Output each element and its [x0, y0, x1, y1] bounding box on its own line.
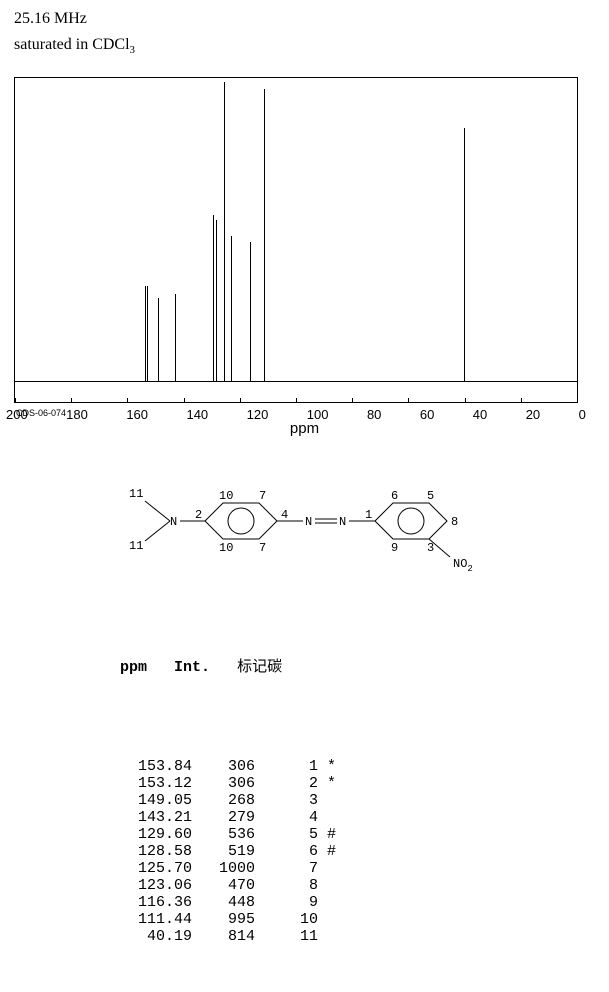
table-row: 111.44 995 10 — [120, 911, 609, 928]
x-axis-row: CDS-06-074 ppm — [14, 408, 595, 437]
tick — [184, 398, 185, 403]
peak — [231, 236, 232, 382]
tick — [296, 398, 297, 403]
lbl-6: 6 — [391, 489, 398, 503]
table-row: 116.36 448 9 — [120, 894, 609, 911]
table-row: 123.06 470 8 — [120, 877, 609, 894]
molecule-structure: 11 11 N 2 10 10 7 7 4 N N 1 6 5 9 8 3 NO… — [115, 461, 495, 611]
spectrum-plot-area — [14, 77, 578, 403]
frequency-line: 25.16 MHz — [14, 6, 595, 32]
peak — [464, 128, 465, 382]
table-row: 125.70 1000 7 — [120, 860, 609, 877]
lbl-10b: 10 — [219, 541, 233, 555]
tick — [240, 398, 241, 403]
table-row: 153.12 306 2 * — [120, 775, 609, 792]
sample-id: CDS-06-074 — [16, 408, 595, 418]
peak — [175, 294, 176, 382]
lbl-2: 2 — [195, 508, 202, 522]
tick — [577, 398, 578, 403]
table-row: 129.60 536 5 # — [120, 826, 609, 843]
lbl-9: 9 — [391, 541, 398, 555]
lbl-3: 3 — [427, 541, 434, 555]
lbl-11a: 11 — [129, 487, 143, 501]
table-row: 149.05 268 3 — [120, 792, 609, 809]
lbl-5: 5 — [427, 489, 434, 503]
lbl-4: 4 — [281, 508, 288, 522]
lbl-1: 1 — [365, 508, 372, 522]
peak — [147, 286, 148, 382]
tick — [465, 398, 466, 403]
lbl-10a: 10 — [219, 489, 233, 503]
lbl-7b: 7 — [259, 541, 266, 555]
peak — [224, 82, 225, 382]
solvent-line: saturated in CDCl3 — [14, 32, 595, 60]
x-axis-label: ppm — [14, 420, 595, 437]
peak — [216, 220, 217, 382]
lbl-7a: 7 — [259, 489, 266, 503]
peak — [264, 89, 265, 382]
tick — [71, 398, 72, 403]
lbl-NO2: NO2 — [453, 557, 473, 574]
table-row: 128.58 519 6 # — [120, 843, 609, 860]
table-row: 143.21 279 4 — [120, 809, 609, 826]
lbl-N-left: N — [170, 515, 177, 529]
peak-table: ppm Int. 标记碳 153.84 306 1 * 153.12 306 2… — [120, 621, 609, 962]
table-header-row: ppm Int. 标记碳 — [120, 655, 609, 676]
lbl-11b: 11 — [129, 539, 143, 553]
tick — [521, 398, 522, 403]
peak — [145, 286, 146, 382]
baseline — [15, 381, 577, 382]
lbl-8: 8 — [451, 515, 458, 529]
header-block: 25.16 MHz saturated in CDCl3 — [0, 0, 609, 59]
tick — [352, 398, 353, 403]
peak — [158, 298, 159, 382]
lbl-N2: N — [339, 515, 346, 529]
peak — [250, 242, 251, 382]
table-body: 153.84 306 1 * 153.12 306 2 * 149.05 268… — [120, 758, 609, 945]
tick — [408, 398, 409, 403]
lbl-N1: N — [305, 515, 312, 529]
table-row: 40.19 814 11 — [120, 928, 609, 945]
table-row: 153.84 306 1 * — [120, 758, 609, 775]
peak — [213, 215, 214, 382]
tick — [15, 398, 16, 403]
tick — [127, 398, 128, 403]
spectrum: 200180160140120100806040200 CDS-06-074 p… — [14, 77, 595, 437]
